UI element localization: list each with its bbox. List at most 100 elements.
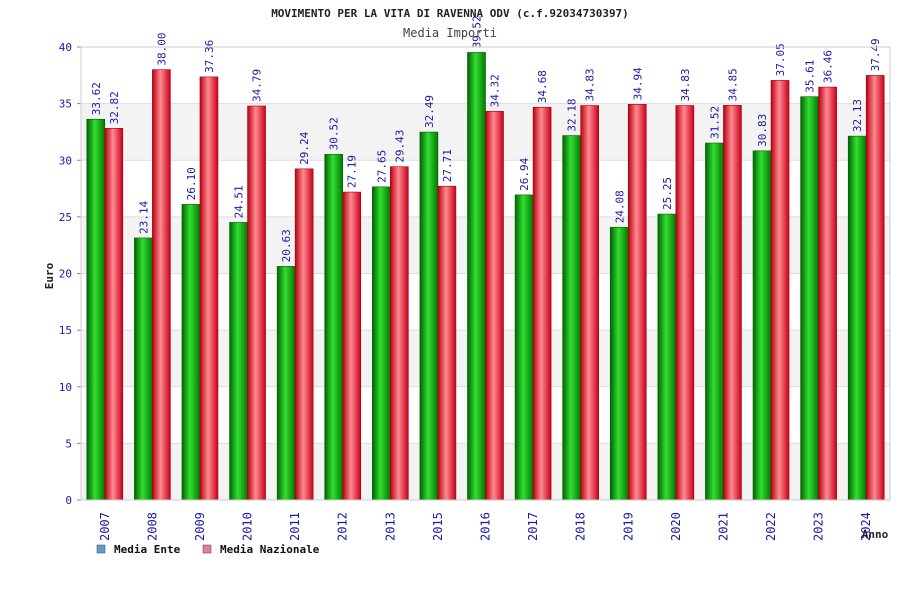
chart-title: MOVIMENTO PER LA VITA DI RAVENNA ODV (c.… [271,7,629,20]
bar-media-ente [372,186,391,501]
y-tick-label: 20 [59,268,72,281]
x-tick-label: 2015 [431,512,445,541]
data-label-ente: 24.51 [233,185,246,218]
bar-media-ente [419,131,439,501]
bar-media-nazionale [152,69,171,501]
data-label-ente: 27.65 [375,150,388,183]
data-label-ente: 32.18 [566,98,579,131]
bar-media-ente [847,135,867,501]
data-label-ente: 33.62 [90,82,103,115]
y-tick-label: 5 [65,437,72,450]
data-label-nazionale: 38.00 [155,33,168,66]
data-label-ente: 31.52 [708,106,721,139]
bar-media-nazionale [627,104,647,501]
bar-media-ente [134,237,153,501]
bar-media-ente [229,222,248,501]
y-tick-label: 40 [59,41,72,54]
bar-media-nazionale [770,80,790,501]
data-label-ente: 35.61 [804,60,817,93]
bar-media-ente [800,96,819,501]
data-label-nazionale: 34.83 [584,68,597,101]
bar-media-ente [276,266,296,501]
bar-media-ente [324,154,344,501]
data-label-nazionale: 29.24 [298,131,311,164]
bar-media-nazionale [532,106,552,501]
y-tick-label: 15 [59,324,72,337]
legend-swatch-nazionale [202,544,212,554]
bar-media-ente [514,194,534,501]
x-tick-label: 2013 [383,512,397,541]
data-label-nazionale: 34.79 [251,69,264,102]
x-tick-label: 2009 [193,512,207,541]
data-label-nazionale: 27.71 [441,149,454,182]
x-axis-label: Anno [862,528,889,541]
x-tick-label: 2023 [812,512,826,541]
data-label-ente: 24.08 [613,190,626,223]
legend-label-ente: Media Ente [114,543,181,556]
bar-media-ente [86,118,106,501]
legend-label-nazionale: Media Nazionale [220,543,320,556]
data-label-nazionale: 34.32 [489,74,502,107]
data-label-nazionale: 37.36 [203,40,216,73]
data-label-nazionale: 32.82 [108,91,121,124]
bar-media-ente [657,213,677,501]
legend: Media Ente Media Nazionale [96,543,320,556]
data-label-nazionale: 34.85 [726,68,739,101]
bar-media-nazionale [294,168,314,501]
data-label-nazionale: 37.49 [869,38,882,71]
bar-media-nazionale [675,105,695,501]
data-label-nazionale: 29.43 [393,130,406,163]
bar-media-nazionale [247,105,266,501]
x-tick-label: 2016 [479,512,493,541]
data-label-nazionale: 34.83 [679,68,692,101]
bar-media-nazionale [580,105,599,501]
data-label-ente: 32.13 [851,99,864,132]
x-tick-label: 2021 [716,512,730,541]
y-tick-label: 25 [59,211,72,224]
bar-media-ente [562,135,581,501]
x-tick-label: 2019 [621,512,635,541]
data-label-ente: 39.52 [471,15,484,48]
data-label-ente: 30.52 [328,117,341,150]
bar-media-ente [181,204,201,501]
bar-media-nazionale [485,111,504,501]
x-tick-label: 2024 [859,512,873,541]
data-label-nazionale: 34.68 [536,70,549,103]
data-label-ente: 30.83 [756,114,769,147]
data-label-nazionale: 37.05 [774,43,787,76]
legend-swatch-ente [96,544,106,554]
plot-frame [80,46,891,501]
x-tick-label: 2022 [764,512,778,541]
bar-media-ente [752,150,772,501]
bar-media-nazionale [104,128,124,501]
chart-subtitle: Media Importi [403,26,497,40]
data-label-ente: 23.14 [137,200,150,233]
bar-media-nazionale [865,75,885,501]
data-label-ente: 26.94 [518,157,531,190]
y-tick-label: 35 [59,98,72,111]
y-axis-label: Euro [43,262,56,289]
bar-media-nazionale [723,105,742,501]
data-label-nazionale: 36.46 [822,50,835,83]
bar-media-nazionale [818,86,837,501]
bar-media-ente [467,52,486,501]
bar-media-nazionale [390,166,409,501]
data-label-nazionale: 27.19 [346,155,359,188]
x-tick-label: 2011 [288,512,302,541]
bar-media-nazionale [342,191,362,501]
data-label-ente: 26.10 [185,167,198,200]
y-tick-label: 0 [65,494,72,507]
y-tick-label: 30 [59,154,72,167]
bar-media-ente [705,142,724,501]
x-tick-label: 2020 [669,512,683,541]
x-tick-label: 2008 [145,512,159,541]
x-tick-label: 2012 [336,512,350,541]
data-label-ente: 32.49 [423,95,436,128]
data-label-ente: 20.63 [280,229,293,262]
bar-media-ente [609,226,629,501]
y-tick-label: 10 [59,381,72,394]
data-label-ente: 25.25 [661,177,674,210]
data-label-nazionale: 34.94 [631,67,644,100]
x-tick-label: 2018 [574,512,588,541]
